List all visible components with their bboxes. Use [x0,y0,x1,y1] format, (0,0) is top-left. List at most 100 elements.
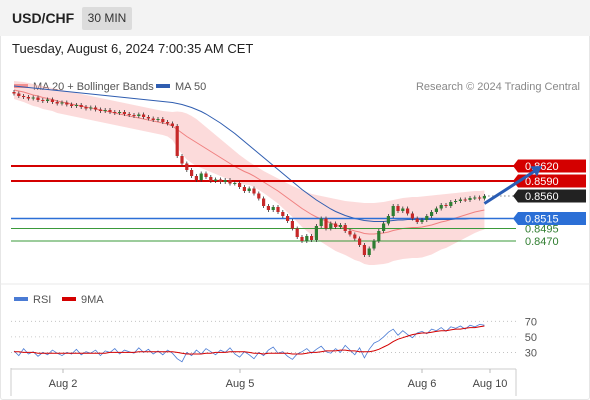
candle-body [353,234,357,239]
candle-body [406,208,410,214]
level-label-box [518,189,586,203]
candle-body [26,97,30,99]
candle-body [175,126,179,156]
candle-body [343,225,347,231]
candle-body [338,225,342,227]
candle-body [372,241,376,249]
level-label: 0.8470 [525,236,559,248]
candle-body [108,110,112,112]
candle-body [314,226,318,240]
candle-body [463,199,467,201]
level-label-pointer [513,189,518,203]
candle-body [377,231,381,241]
candle-body [420,220,424,222]
candle-body [458,199,462,201]
candle-body [257,193,261,199]
x-tick-label: Aug 6 [408,378,437,390]
candle-body [473,197,477,199]
candle-body [113,112,117,113]
level-label: 0.8495 [525,224,559,236]
candle-body [41,100,45,101]
candle-body [132,115,136,116]
candle-body [151,118,155,120]
rsi-line [13,323,485,363]
legend-swatch [14,297,28,301]
level-label: 0.8515 [525,214,559,226]
candle-body [31,97,35,99]
candle-body [454,201,458,202]
candle-body [228,180,232,184]
candle-body [410,213,414,219]
candle-body [74,105,78,106]
candle-body [94,107,98,110]
candle-body [415,218,419,222]
candle-body [98,109,102,111]
candle-body [444,205,448,206]
candle-body [146,117,150,119]
candle-body [84,107,88,109]
candle-body [396,206,400,211]
chart-datetime: Tuesday, August 6, 2024 7:00:35 AM CET [12,41,254,56]
candle-body [190,170,194,176]
watermark: Research © 2024 Trading Central [416,81,580,93]
candle-body [223,180,227,182]
candle-body [247,188,251,191]
candle-body [142,114,146,117]
candle-body [194,176,198,180]
candle-body [233,183,237,184]
candle-body [382,223,386,231]
projection-arrowhead [530,166,542,177]
candle-body [386,216,390,224]
candle-body [166,122,170,124]
candle-body [276,207,280,212]
candle-body [238,183,242,187]
level-label: 0.8620 [525,161,559,173]
candle-body [214,179,218,181]
candle-body [36,97,40,100]
candle-body [425,216,429,220]
ma50-line [13,85,485,222]
x-tick-label: Aug 2 [49,378,78,390]
candle-body [118,112,122,113]
candle-body [122,112,126,114]
level-label-pointer [513,212,518,225]
candle-body [305,236,309,241]
candle-body [50,99,54,102]
top-bar: USD/CHF 30 MIN [0,0,590,36]
candle-body [324,218,328,229]
timeframe-button[interactable]: 30 MIN [82,7,132,30]
candle-body [22,96,26,97]
candle-body [362,245,366,255]
rsi-tick-label: 50 [525,332,537,344]
candle-body [185,163,189,170]
symbol-label: USD/CHF [12,10,75,26]
candle-body [348,231,352,235]
candle-body [204,173,208,177]
level-label-box [518,174,586,188]
candle-body [209,177,213,181]
candle-body [70,104,74,106]
legend-label: MA 20 + Bollinger Bands [33,81,154,93]
candle-body [468,198,472,200]
candle-body [46,99,50,101]
candle-body [434,208,438,212]
candle-body [180,156,184,164]
candle-body [161,119,165,122]
legend-label: RSI [33,294,51,306]
projection-arrow [483,167,539,205]
rsi-tick-label: 70 [525,316,537,328]
candle-body [127,114,131,115]
candle-body [12,92,16,94]
candle-body [295,228,299,237]
candle-body [329,223,333,229]
candle-body [218,179,222,182]
candle-body [266,206,270,210]
candle-body [156,119,160,120]
candle-body [439,205,443,209]
candle-body [281,212,285,216]
candle-body [137,114,141,116]
legend-swatch [156,84,170,88]
candle-body [478,197,482,199]
candle-body [271,207,275,210]
